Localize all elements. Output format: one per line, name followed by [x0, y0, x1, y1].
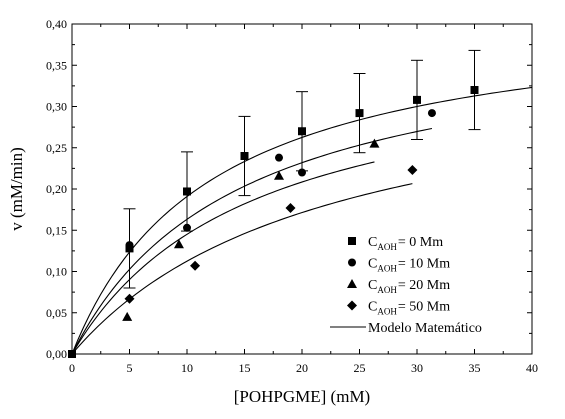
legend-marker-diamond: [347, 300, 357, 311]
data-point-diamond: [285, 202, 296, 213]
data-point-circle: [298, 168, 306, 177]
model-curve: [71, 161, 375, 355]
y-tick-label: 0,35: [46, 58, 67, 72]
y-tick-label: 0,40: [46, 17, 67, 31]
data-point-circle: [427, 109, 436, 118]
legend-label: CAOH= 0 Mm: [368, 235, 443, 252]
data-point-triangle: [173, 239, 184, 249]
data-point-square: [298, 127, 306, 136]
data-point-triangle: [274, 170, 284, 180]
legend-marker-triangle: [347, 279, 357, 288]
y-tick-label: 0,20: [46, 182, 67, 196]
data-point-square: [68, 350, 76, 358]
legend-label: CAOH= 50 Mm: [368, 300, 450, 317]
x-tick-label: 20: [296, 361, 308, 375]
x-tick-label: 25: [354, 361, 366, 375]
data-point-square: [355, 109, 364, 118]
plot-frame: [71, 23, 533, 355]
data-point-triangle: [369, 138, 380, 148]
legend: CAOH= 0 Mm CAOH= 10 Mm CAOH= 20 Mm CAOH= 50…: [330, 235, 482, 336]
x-tick-label: 10: [181, 361, 193, 375]
legend-model-label: Modelo Matemático: [368, 321, 482, 336]
y-tick-label: 0,15: [46, 223, 67, 237]
y-axis-title: v (mM/min): [7, 147, 26, 231]
data-point-square: [413, 95, 421, 104]
y-tick-label: 0,30: [46, 100, 67, 114]
data-point-diamond: [190, 260, 201, 271]
x-tick-label: 30: [411, 361, 423, 375]
x-tick-label: 35: [469, 361, 481, 375]
y-tick-label: 0,00: [46, 347, 67, 361]
legend-marker-circle: [348, 258, 356, 267]
data-point-square: [240, 152, 249, 160]
data-point-circle: [275, 153, 283, 162]
data-point-triangle: [122, 311, 133, 321]
data-point-square: [470, 86, 479, 94]
y-tick-label: 0,10: [46, 265, 67, 279]
data-point-diamond: [407, 165, 418, 176]
x-tick-label: 15: [239, 361, 251, 375]
x-tick-label: 40: [526, 361, 538, 375]
x-tick-label: 0: [69, 361, 75, 375]
data-point-circle: [125, 241, 134, 250]
legend-label: CAOH= 10 Mm: [368, 257, 450, 274]
data-point-square: [183, 187, 191, 196]
legend-label: CAOH= 20 Mm: [368, 278, 450, 295]
x-axis-title: [POHPGME] (mM): [234, 387, 370, 406]
data-markers: [68, 49, 481, 358]
model-curve: [71, 127, 433, 355]
data-point-diamond: [124, 293, 135, 304]
y-tick-label: 0,25: [46, 141, 67, 155]
legend-marker-square: [348, 237, 356, 245]
y-tick-label: 0,05: [46, 306, 67, 320]
data-point-circle: [183, 223, 191, 232]
axis-ticks: 0 5 10 15 20 25 30 35 40 0,00 0,05 0,10 0,15 0,20 0,25…: [46, 17, 538, 375]
x-tick-label: 5: [127, 361, 133, 375]
model-curve: [71, 183, 413, 355]
